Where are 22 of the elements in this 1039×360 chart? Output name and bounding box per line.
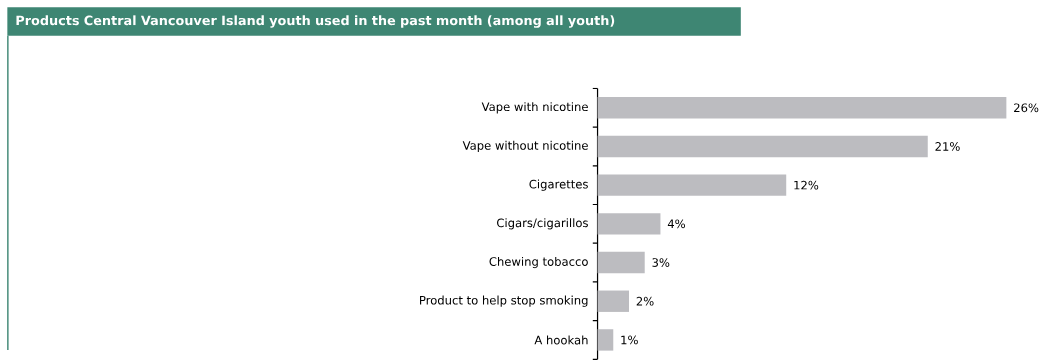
y-tick-label: Chewing tobacco bbox=[489, 256, 588, 269]
y-tick-label: A hookah bbox=[534, 335, 588, 345]
data-label: 4% bbox=[667, 219, 686, 229]
bar bbox=[597, 97, 1007, 119]
data-label: 3% bbox=[652, 258, 670, 267]
y-tick-label: Cigars/cigarillos bbox=[497, 218, 588, 230]
bar bbox=[597, 251, 645, 274]
text: Products Central Vancouver Island youth used in the past month (among all youth) bbox=[16, 15, 615, 28]
y-tick-label: Vape with nicotine bbox=[481, 102, 588, 114]
bar bbox=[597, 135, 928, 158]
y-tick-label: Vape without nicotine bbox=[462, 140, 588, 153]
bar bbox=[597, 290, 629, 312]
data-label: 2% bbox=[636, 296, 654, 306]
bar bbox=[597, 174, 787, 196]
y-tick-label: Cigarettes bbox=[529, 179, 588, 191]
y-tick-label: Product to help stop smoking bbox=[420, 295, 588, 307]
data-label: 12% bbox=[794, 180, 819, 190]
bar bbox=[597, 329, 614, 351]
data-label: 1% bbox=[621, 335, 638, 345]
data-label: 26% bbox=[1014, 103, 1039, 113]
data-label: 21% bbox=[935, 142, 960, 151]
bar bbox=[597, 213, 661, 235]
